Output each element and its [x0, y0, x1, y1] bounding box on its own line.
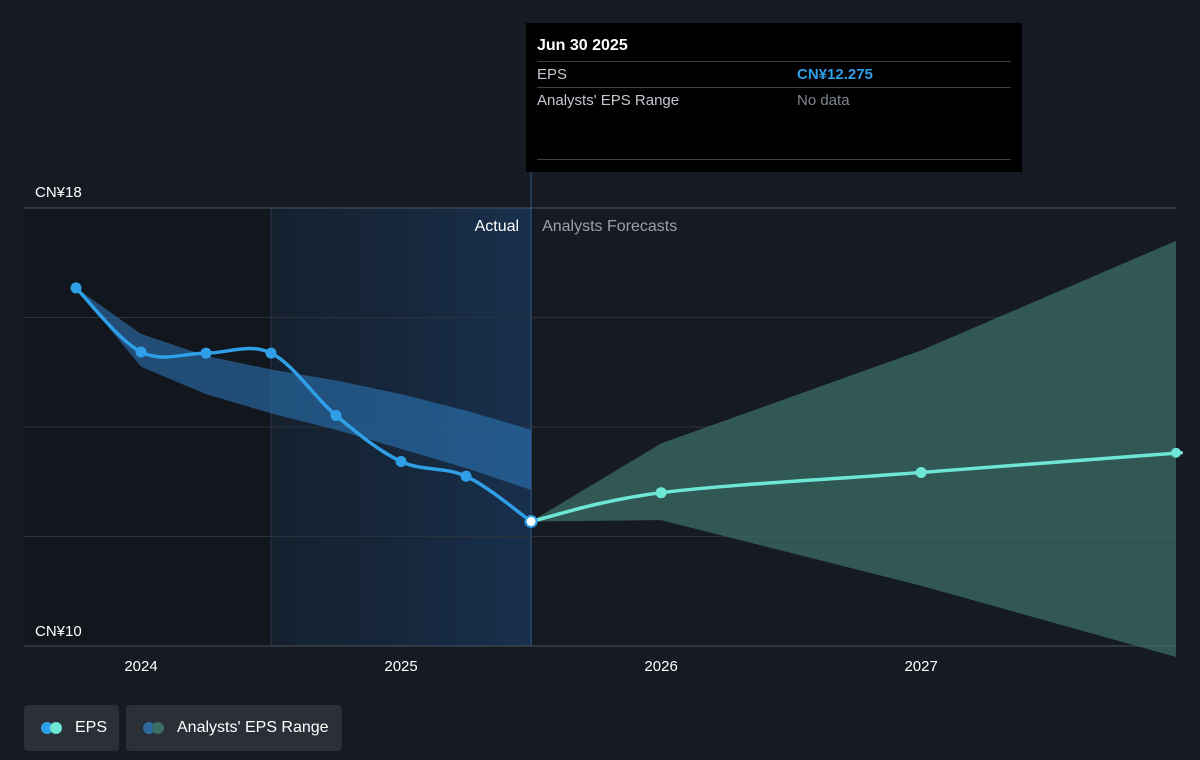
range-legend-icon: [143, 722, 167, 734]
forecast-eps-range-band: [531, 240, 1176, 657]
forecast-eps-line: [529, 450, 1183, 524]
tooltip-range-label: Analysts' EPS Range: [537, 92, 680, 109]
tooltip: Jun 30 2025 EPS CN¥12.275 Analysts' EPS …: [526, 23, 1022, 172]
eps-chart: CN¥10 CN¥18 2024 2025 2026 2027 Actual Analysts…: [24, 172, 1183, 675]
legend-range-label: Analysts' EPS Range: [177, 719, 329, 736]
tooltip-date: Jun 30 2025: [537, 37, 628, 54]
tooltip-range-value: No data: [797, 92, 850, 109]
x-tick-label-2024: 2024: [124, 658, 157, 675]
forecast-region-label: Analysts Forecasts: [542, 218, 677, 235]
actual-eps-point-4: [330, 410, 342, 422]
tooltip-eps-value: CN¥12.275: [797, 66, 873, 83]
actual-eps-point-5: [395, 455, 407, 467]
y-tick-label-0: CN¥10: [35, 623, 82, 640]
legend-eps-label: EPS: [75, 719, 108, 736]
actual-eps-point-2: [200, 347, 212, 359]
forecast-eps-point-edge: [1171, 447, 1181, 458]
legend-eps[interactable]: EPS: [24, 705, 119, 751]
eps-legend-icon: [41, 722, 65, 734]
x-tick-label-2027: 2027: [904, 658, 937, 675]
eps-point-current: [524, 514, 538, 528]
actual-eps-point-0: [70, 282, 82, 294]
forecast-eps-point-1: [655, 487, 667, 499]
tooltip-eps-label: EPS: [537, 66, 568, 83]
x-tick-label-2025: 2025: [384, 658, 417, 675]
tooltip-row-eps: EPS CN¥12.275: [537, 61, 1011, 87]
forecast-eps-point-2: [915, 466, 927, 478]
x-tick-label-2026: 2026: [644, 658, 677, 675]
tooltip-divider: [537, 159, 1011, 160]
actual-eps-point-3: [265, 347, 277, 359]
y-tick-label-1: CN¥18: [35, 184, 82, 201]
actual-region-label: Actual: [475, 218, 519, 235]
tooltip-row-range: Analysts' EPS Range No data: [537, 87, 1011, 113]
legend-analysts-range[interactable]: Analysts' EPS Range: [126, 705, 342, 751]
actual-eps-point-6: [460, 470, 472, 482]
actual-eps-point-1: [135, 346, 147, 358]
actual-eps-range-band: [76, 287, 532, 490]
